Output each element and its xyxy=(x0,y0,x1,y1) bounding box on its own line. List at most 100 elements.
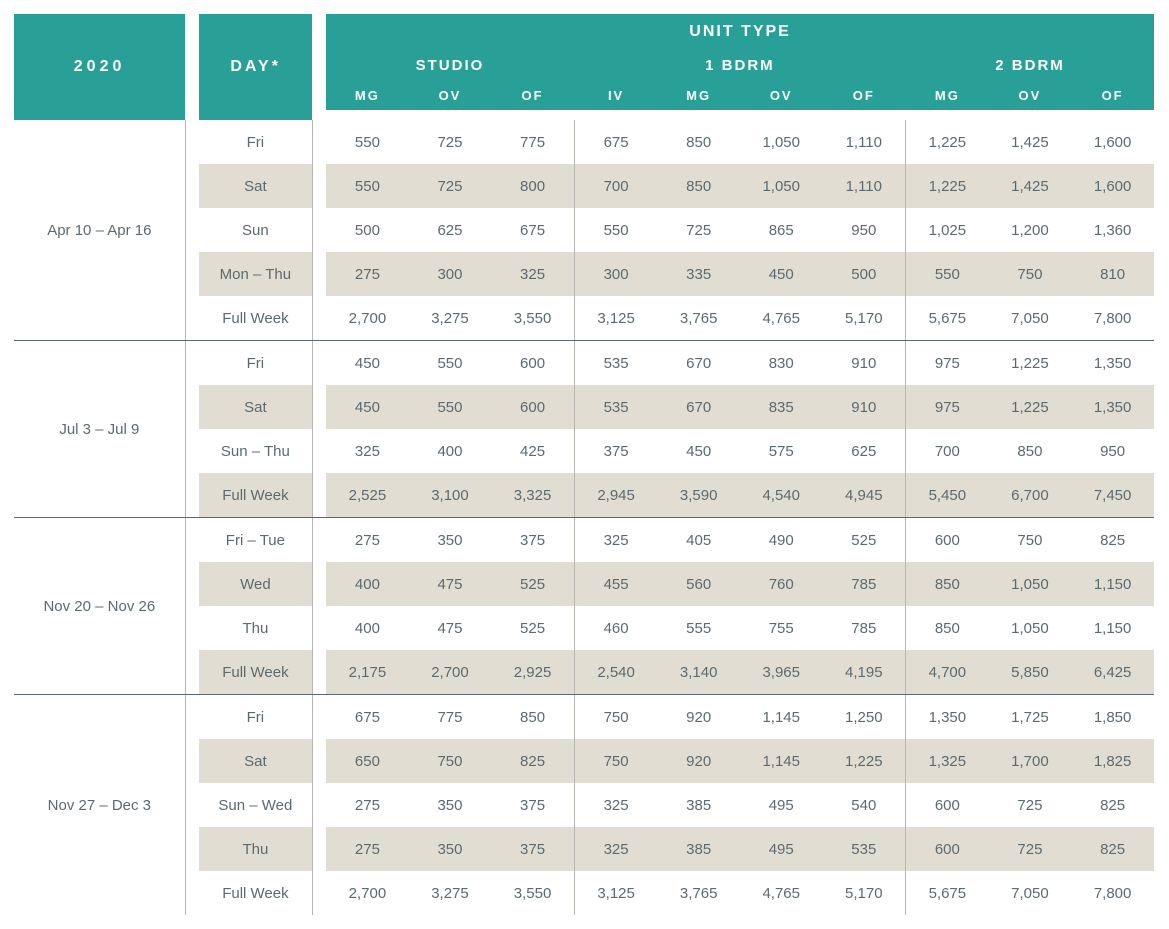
header-col: OF xyxy=(1071,80,1154,110)
value-cell: 1,145 xyxy=(740,695,823,739)
value-cell: 760 xyxy=(740,562,823,606)
value-cell: 810 xyxy=(1071,252,1154,296)
day-cell: Fri xyxy=(199,120,312,164)
value-cell: 275 xyxy=(326,827,409,871)
value-cell: 600 xyxy=(491,341,574,385)
day-cell: Thu xyxy=(199,827,312,871)
value-cell: 2,945 xyxy=(575,473,658,517)
value-cell: 725 xyxy=(409,120,492,164)
day-cell: Sun – Wed xyxy=(199,783,312,827)
value-cell: 400 xyxy=(409,429,492,473)
value-cell: 1,360 xyxy=(1071,208,1154,252)
value-cell: 625 xyxy=(823,429,906,473)
value-cell: 1,110 xyxy=(823,164,906,208)
value-cell: 500 xyxy=(823,252,906,296)
value-cell: 7,050 xyxy=(989,296,1072,340)
header-group-studio: STUDIO xyxy=(326,50,574,80)
value-cell: 750 xyxy=(989,252,1072,296)
value-cell: 3,125 xyxy=(575,871,658,915)
value-cell: 675 xyxy=(575,120,658,164)
value-cell: 850 xyxy=(906,562,989,606)
value-cell: 3,550 xyxy=(491,296,574,340)
col-gap xyxy=(312,518,326,694)
value-cell: 1,825 xyxy=(1071,739,1154,783)
value-cell: 850 xyxy=(989,429,1072,473)
value-cell: 525 xyxy=(491,562,574,606)
value-cell: 550 xyxy=(906,252,989,296)
value-cell: 525 xyxy=(823,518,906,562)
day-cell: Full Week xyxy=(199,871,312,915)
value-cell: 750 xyxy=(409,739,492,783)
table-row: Apr 10 – Apr 16Fri5507257756758501,0501,… xyxy=(14,120,1154,164)
value-cell: 725 xyxy=(409,164,492,208)
value-cell: 3,765 xyxy=(657,296,740,340)
value-cell: 6,700 xyxy=(989,473,1072,517)
value-cell: 825 xyxy=(491,739,574,783)
value-cell: 3,590 xyxy=(657,473,740,517)
date-range-cell: Jul 3 – Jul 9 xyxy=(14,341,185,517)
value-cell: 675 xyxy=(326,695,409,739)
value-cell: 7,050 xyxy=(989,871,1072,915)
value-cell: 525 xyxy=(491,606,574,650)
value-cell: 325 xyxy=(491,252,574,296)
value-cell: 500 xyxy=(326,208,409,252)
col-gap xyxy=(185,518,199,694)
value-cell: 1,425 xyxy=(989,120,1072,164)
value-cell: 600 xyxy=(906,518,989,562)
value-cell: 2,175 xyxy=(326,650,409,694)
table-header: 2020 DAY* UNIT TYPE STUDIO 1 BDRM 2 BDRM… xyxy=(14,14,1154,120)
col-gap xyxy=(185,120,199,340)
value-cell: 825 xyxy=(1071,783,1154,827)
value-cell: 1,425 xyxy=(989,164,1072,208)
header-col: OV xyxy=(989,80,1072,110)
value-cell: 725 xyxy=(989,827,1072,871)
value-cell: 2,700 xyxy=(326,871,409,915)
value-cell: 650 xyxy=(326,739,409,783)
value-cell: 535 xyxy=(575,341,658,385)
table-row: Jul 3 – Jul 9Fri450550600535670830910975… xyxy=(14,341,1154,385)
value-cell: 4,540 xyxy=(740,473,823,517)
value-cell: 1,225 xyxy=(823,739,906,783)
header-group-2bdrm: 2 BDRM xyxy=(906,50,1154,80)
value-cell: 1,050 xyxy=(740,164,823,208)
header-col: MG xyxy=(326,80,409,110)
value-cell: 350 xyxy=(409,518,492,562)
value-cell: 3,965 xyxy=(740,650,823,694)
value-cell: 405 xyxy=(657,518,740,562)
header-col: MG xyxy=(657,80,740,110)
value-cell: 4,700 xyxy=(906,650,989,694)
value-cell: 670 xyxy=(657,385,740,429)
value-cell: 2,540 xyxy=(575,650,658,694)
header-col: IV xyxy=(575,80,658,110)
value-cell: 830 xyxy=(740,341,823,385)
value-cell: 1,325 xyxy=(906,739,989,783)
value-cell: 7,800 xyxy=(1071,871,1154,915)
value-cell: 425 xyxy=(491,429,574,473)
value-cell: 675 xyxy=(491,208,574,252)
header-gap xyxy=(185,14,199,120)
value-cell: 700 xyxy=(906,429,989,473)
value-cell: 4,945 xyxy=(823,473,906,517)
col-gap xyxy=(185,341,199,517)
value-cell: 825 xyxy=(1071,827,1154,871)
value-cell: 460 xyxy=(575,606,658,650)
value-cell: 350 xyxy=(409,827,492,871)
value-cell: 625 xyxy=(409,208,492,252)
day-cell: Full Week xyxy=(199,296,312,340)
header-col: OV xyxy=(740,80,823,110)
value-cell: 325 xyxy=(575,783,658,827)
value-cell: 5,675 xyxy=(906,871,989,915)
value-cell: 850 xyxy=(491,695,574,739)
col-gap xyxy=(185,695,199,915)
value-cell: 1,110 xyxy=(823,120,906,164)
value-cell: 495 xyxy=(740,827,823,871)
value-cell: 1,600 xyxy=(1071,120,1154,164)
value-cell: 3,275 xyxy=(409,871,492,915)
header-group-1bdrm: 1 BDRM xyxy=(575,50,905,80)
value-cell: 450 xyxy=(657,429,740,473)
value-cell: 2,925 xyxy=(491,650,574,694)
value-cell: 910 xyxy=(823,341,906,385)
value-cell: 850 xyxy=(657,164,740,208)
value-cell: 1,225 xyxy=(989,341,1072,385)
value-cell: 375 xyxy=(491,518,574,562)
